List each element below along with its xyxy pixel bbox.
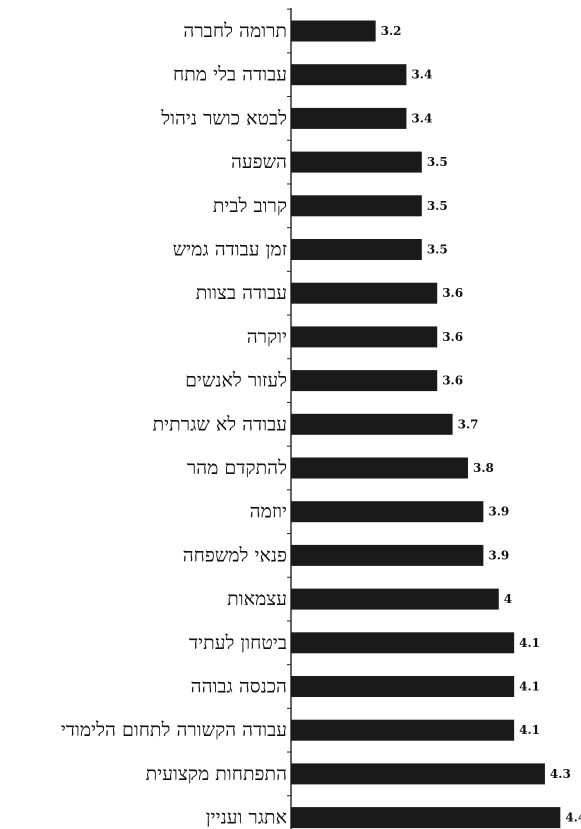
category-label: עצמאות	[227, 588, 287, 610]
data-label: 3.6	[442, 330, 463, 344]
bar	[291, 544, 484, 566]
category-label: עבודה לא שגרתית	[153, 413, 287, 435]
category-label: זמן עבודה גמיש	[173, 239, 287, 261]
data-label: 3.2	[381, 24, 402, 38]
bar	[291, 413, 453, 435]
category-label: להתקדם מהר	[187, 457, 287, 479]
category-label: יוקרה	[247, 326, 287, 348]
data-label: 4.1	[519, 680, 540, 694]
category-label: הכנסה גבוהה	[191, 676, 287, 698]
data-label: 3.6	[442, 374, 463, 388]
bar	[291, 282, 438, 304]
data-label: 3.5	[427, 155, 448, 169]
category-label: ביטחון לעתיד	[189, 632, 287, 654]
category-label: אתגר ועניין	[206, 807, 287, 829]
bar	[291, 195, 422, 217]
data-label: 3.7	[458, 417, 479, 431]
category-label: קרוב לבית	[213, 195, 287, 217]
data-label: 4.1	[519, 723, 540, 737]
data-label: 3.5	[427, 199, 448, 213]
bar	[291, 64, 407, 86]
data-label: 4.3	[550, 767, 571, 781]
bars-layer	[291, 20, 561, 829]
category-label: לעזור לאנשים	[185, 370, 287, 392]
bar	[291, 370, 438, 392]
bar	[291, 151, 422, 173]
data-label: 4	[504, 592, 512, 606]
category-label: תרומה לחברה	[183, 20, 287, 42]
bar	[291, 501, 484, 523]
category-label: יוזמה	[250, 501, 287, 523]
category-label: עבודה הקשורה לתחום הלימודי	[61, 719, 287, 741]
bar	[291, 107, 407, 129]
category-label: פנאי למשפחה	[183, 544, 287, 566]
data-label: 3.9	[488, 505, 509, 519]
bar	[291, 763, 545, 785]
data-label: 3.9	[488, 548, 509, 562]
data-label: 3.6	[442, 286, 463, 300]
axis-layer	[287, 8, 292, 829]
bar	[291, 807, 561, 829]
data-label: 3.8	[473, 461, 494, 475]
category-label: התפתחות מקצועית	[146, 763, 287, 785]
data-label: 3.5	[427, 243, 448, 257]
labels-layer: תרומה לחברה 3.2 עבודה בלי מתח 3.4 לבטא כושר …	[61, 20, 581, 829]
bar	[291, 632, 515, 654]
bar	[291, 457, 468, 479]
bar	[291, 588, 499, 610]
data-label: 3.4	[411, 111, 432, 125]
bar	[291, 326, 438, 348]
category-label: לבטא כושר ניהול	[160, 107, 287, 129]
data-label: 4.1	[519, 636, 540, 650]
data-label: 3.4	[411, 68, 432, 82]
category-label: עבודה בצוות	[196, 282, 287, 304]
data-label: 4.4	[565, 811, 581, 825]
bar	[291, 676, 515, 697]
category-label: עבודה בלי מתח	[173, 64, 287, 86]
bar	[291, 239, 422, 260]
bar	[291, 719, 515, 741]
bar	[291, 20, 376, 42]
category-label: השפעה	[231, 151, 287, 173]
